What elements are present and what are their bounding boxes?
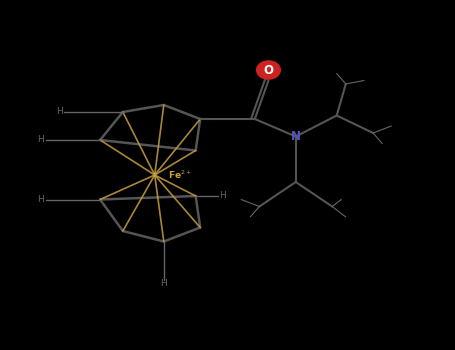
Text: H: H	[56, 107, 62, 117]
Text: O: O	[263, 63, 273, 77]
Text: H: H	[38, 195, 44, 204]
Text: N: N	[291, 130, 301, 143]
Text: H: H	[161, 279, 167, 288]
Text: H: H	[38, 135, 44, 145]
Circle shape	[257, 61, 280, 79]
Text: H: H	[220, 191, 226, 201]
Text: Fe$^{2+}$: Fe$^{2+}$	[168, 169, 192, 181]
